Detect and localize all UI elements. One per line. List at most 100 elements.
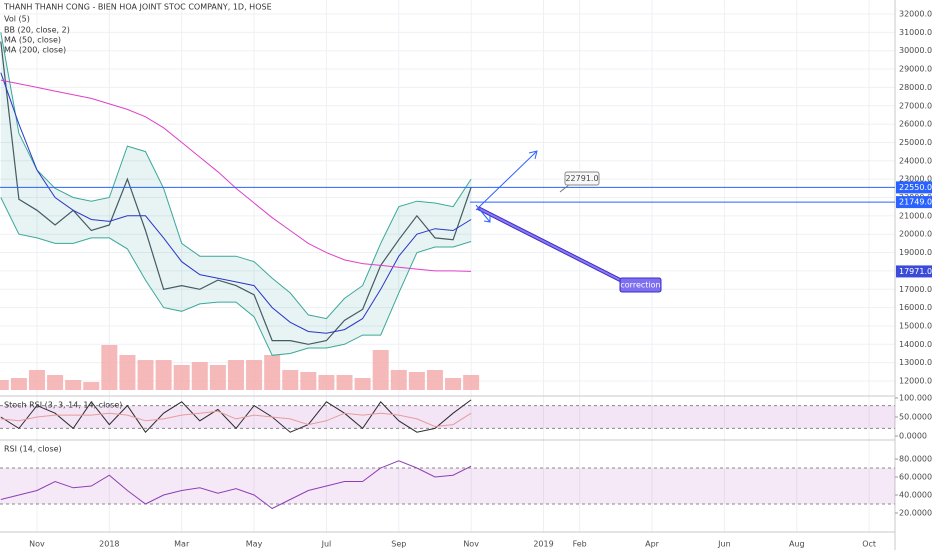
x-tick-label: 2018 bbox=[99, 540, 119, 549]
volume-bar bbox=[83, 382, 100, 390]
arrow-head bbox=[483, 216, 491, 223]
y-tick-label: 20.0000 bbox=[899, 509, 932, 518]
note-label: correction bbox=[620, 281, 660, 290]
y-tick-label: 25000.0 bbox=[899, 138, 932, 147]
y-tick-label: 31000.0 bbox=[899, 28, 932, 37]
y-tick-label: 26000.0 bbox=[899, 120, 932, 129]
y-tick-label: 24000.0 bbox=[899, 156, 932, 165]
volume-bar bbox=[209, 365, 226, 390]
volume-bar bbox=[318, 375, 335, 390]
bb-lower bbox=[0, 197, 472, 356]
volume-bar bbox=[463, 375, 480, 390]
x-tick-label: Nov bbox=[29, 540, 45, 549]
legend-entry: RSI (14, close) bbox=[4, 445, 62, 454]
volume-bar bbox=[47, 375, 64, 390]
volume-bar bbox=[28, 370, 45, 390]
price-line bbox=[0, 79, 472, 272]
level-tag bbox=[896, 181, 932, 194]
volume-bar bbox=[300, 372, 317, 390]
rsi-line bbox=[0, 460, 472, 510]
callout-box bbox=[564, 171, 600, 186]
volume-bar bbox=[137, 360, 154, 390]
price-line bbox=[0, 72, 472, 334]
volume-bar bbox=[119, 355, 136, 390]
y-tick-label: 32000.0 bbox=[899, 10, 932, 19]
x-tick-label: Nov bbox=[463, 540, 479, 549]
arrow-head bbox=[528, 150, 538, 160]
x-tick-label: Oct bbox=[862, 540, 876, 549]
y-tick-label: 29000.0 bbox=[899, 65, 932, 74]
price-line bbox=[0, 41, 472, 345]
x-tick-label: 2019 bbox=[533, 540, 553, 549]
y-tick-label: 16000.0 bbox=[899, 303, 932, 312]
y-tick-label: 30000.0 bbox=[899, 46, 932, 55]
y-tick-label: 60.0000 bbox=[899, 473, 932, 482]
bb-fill bbox=[0, 32, 472, 356]
volume-bar bbox=[372, 350, 389, 390]
x-tick-label: Aug bbox=[789, 540, 805, 549]
x-tick-label: Feb bbox=[573, 540, 587, 549]
bb-upper bbox=[0, 32, 472, 320]
legend-entry: BB (20, close, 2) bbox=[4, 26, 70, 35]
volume-bar bbox=[155, 360, 172, 390]
callout-label: 22791.0 bbox=[565, 174, 598, 183]
y-tick-label: 17000.0 bbox=[899, 285, 932, 294]
volume-bar bbox=[0, 380, 9, 390]
x-tick-label: Jun bbox=[717, 540, 731, 549]
volume-bar bbox=[426, 370, 443, 390]
volume-bar bbox=[354, 378, 371, 390]
correction-arrow bbox=[477, 207, 629, 285]
legend-entry: Stoch RSI (3, 3, 14, 14, close) bbox=[4, 401, 122, 410]
y-tick-label: 19000.0 bbox=[899, 248, 932, 257]
plot bbox=[0, 32, 895, 510]
y-tick-label: 40.0000 bbox=[899, 491, 932, 500]
volume-bar bbox=[101, 345, 118, 390]
y-tick-label: 80.0000 bbox=[899, 455, 932, 464]
level-label: 17971.0 bbox=[899, 267, 932, 276]
volume-bar bbox=[264, 355, 281, 390]
level-tag bbox=[896, 265, 932, 278]
x-tick-label: May bbox=[246, 540, 263, 549]
level-label: 21749.0 bbox=[899, 198, 932, 207]
y-tick-label: 0.0000 bbox=[899, 432, 927, 441]
volume-bar bbox=[408, 372, 425, 390]
volume-bar bbox=[390, 370, 407, 390]
y-tick-label: 15000.0 bbox=[899, 321, 932, 330]
x-tick-label: Sep bbox=[391, 540, 406, 549]
y-tick-label: 23000.0 bbox=[899, 175, 932, 184]
legend-entry: MA (50, close) bbox=[4, 36, 61, 45]
volume-bar bbox=[282, 370, 299, 390]
stoch-band bbox=[0, 405, 895, 429]
volume-bar bbox=[173, 365, 190, 390]
x-tick-label: Apr bbox=[645, 540, 660, 549]
x-tick-label: Mar bbox=[174, 540, 190, 549]
y-tick-label: 100.0000 bbox=[899, 394, 932, 403]
y-tick-label: 27000.0 bbox=[899, 101, 932, 110]
y-tick-label: 28000.0 bbox=[899, 83, 932, 92]
legend-entry: Vol (5) bbox=[4, 15, 30, 24]
arrow bbox=[475, 204, 491, 223]
legend-entry: MA (200, close) bbox=[4, 46, 66, 55]
y-tick-label: 21000.0 bbox=[899, 211, 932, 220]
volume-bar bbox=[246, 360, 263, 390]
level-label: 22550.0 bbox=[899, 183, 932, 192]
volume-bar bbox=[336, 375, 353, 390]
y-tick-label: 20000.0 bbox=[899, 230, 932, 239]
volume-bar bbox=[445, 378, 462, 390]
stoch-d bbox=[0, 410, 472, 428]
y-tick-label: 12000.0 bbox=[899, 377, 932, 386]
y-tick-label: 13000.0 bbox=[899, 358, 932, 367]
y-tick-label: 50.0000 bbox=[899, 413, 932, 422]
arrow bbox=[475, 151, 537, 211]
volume-bar bbox=[10, 378, 27, 390]
volume-bar bbox=[191, 362, 208, 390]
volume-bar bbox=[227, 360, 244, 390]
grid bbox=[0, 0, 895, 532]
note-box bbox=[619, 277, 662, 293]
volume-bar bbox=[65, 380, 82, 390]
chart-title: THANH THANH CONG - BIEN HOA JOINT STOC C… bbox=[3, 3, 272, 12]
x-tick-label: Jul bbox=[321, 540, 332, 549]
level-tag bbox=[896, 196, 932, 209]
